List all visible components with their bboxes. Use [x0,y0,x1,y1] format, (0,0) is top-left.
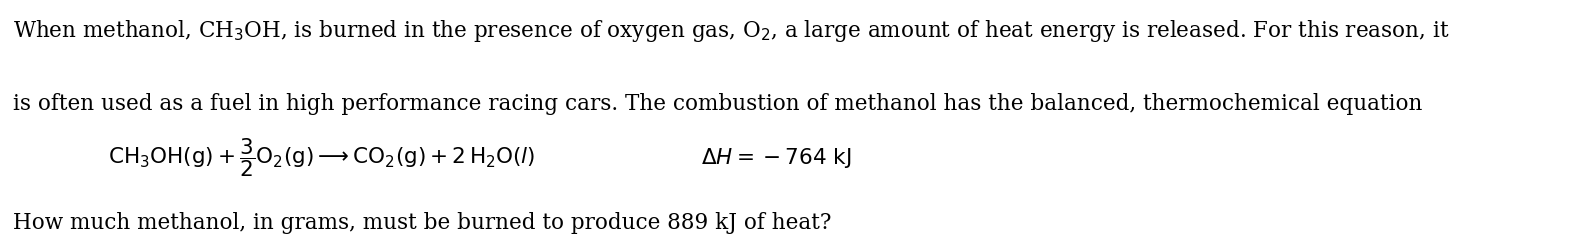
Text: is often used as a fuel in high performance racing cars. The combustion of metha: is often used as a fuel in high performa… [13,93,1422,115]
Text: How much methanol, in grams, must be burned to produce 889 kJ of heat?: How much methanol, in grams, must be bur… [13,212,830,234]
Text: $\mathrm{CH_3OH(g) + \dfrac{3}{2}O_2(g) \longrightarrow CO_2(g) + 2\,H_2O(\mathi: $\mathrm{CH_3OH(g) + \dfrac{3}{2}O_2(g) … [108,136,536,179]
Text: $\Delta H = -764\ \mathrm{kJ}$: $\Delta H = -764\ \mathrm{kJ}$ [701,145,851,170]
Text: When methanol, CH$_3$OH, is burned in the presence of oxygen gas, O$_2$, a large: When methanol, CH$_3$OH, is burned in th… [13,18,1449,44]
